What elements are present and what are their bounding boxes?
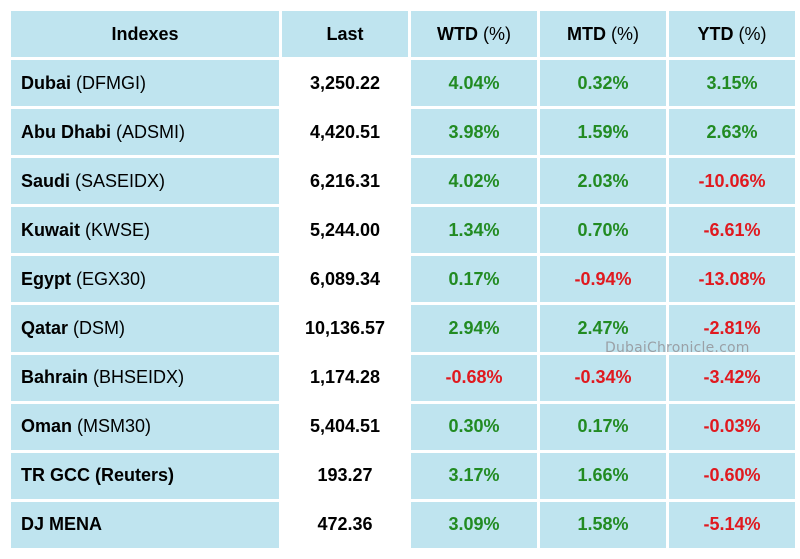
header-ytd: YTD (%): [669, 11, 795, 57]
watermark: DubaiChronicle.com: [605, 340, 750, 356]
ytd-value: -5.14%: [669, 501, 795, 548]
last-value: 10,136.57: [282, 305, 408, 352]
index-name-cell: Egypt (EGX30): [11, 256, 279, 303]
wtd-value: -0.68%: [411, 354, 537, 401]
index-name: TR GCC (Reuters): [21, 465, 175, 486]
mtd-value: -0.34%: [540, 354, 666, 401]
header-wtd-unit: (%): [483, 23, 511, 44]
index-name: Kuwait: [21, 219, 81, 240]
index-name: Oman: [21, 416, 73, 437]
ytd-value: -0.03%: [669, 403, 795, 450]
table-header-row: Indexes Last WTD (%) MTD (%) YTD (%): [11, 11, 795, 57]
index-name-cell: Qatar (DSM): [11, 305, 279, 352]
index-name: Egypt: [21, 268, 72, 289]
table-row: TR GCC (Reuters) 193.27 3.17% 1.66% -0.6…: [11, 452, 795, 499]
index-name-cell: Saudi (SASEIDX): [11, 158, 279, 205]
header-indexes-label: Indexes: [111, 23, 179, 44]
index-code: (KWSE): [85, 219, 151, 240]
index-name: DJ MENA: [21, 514, 103, 535]
last-value: 472.36: [282, 501, 408, 548]
wtd-value: 0.17%: [411, 256, 537, 303]
ytd-value: -3.42%: [669, 354, 795, 401]
mtd-value: 0.17%: [540, 403, 666, 450]
index-name-cell: Abu Dhabi (ADSMI): [11, 109, 279, 156]
index-name: Dubai: [21, 72, 72, 93]
mtd-value: 2.47%: [540, 305, 666, 352]
table-row: Qatar (DSM) 10,136.57 2.94% 2.47% -2.81%: [11, 305, 795, 352]
index-name: Saudi: [21, 170, 71, 191]
index-code: (EGX30): [76, 268, 147, 289]
table-row: Egypt (EGX30) 6,089.34 0.17% -0.94% -13.…: [11, 256, 795, 303]
last-value: 4,420.51: [282, 109, 408, 156]
index-code: (ADSMI): [116, 121, 186, 142]
wtd-value: 3.98%: [411, 109, 537, 156]
index-name-cell: Dubai (DFMGI): [11, 60, 279, 107]
last-value: 6,216.31: [282, 158, 408, 205]
table-row: DJ MENA 472.36 3.09% 1.58% -5.14%: [11, 501, 795, 548]
mtd-value: 2.03%: [540, 158, 666, 205]
index-code: (BHSEIDX): [93, 367, 185, 388]
header-wtd-label: WTD: [437, 23, 478, 44]
market-indexes-table: Indexes Last WTD (%) MTD (%) YTD (%) Dub…: [8, 8, 798, 551]
index-code: (DSM): [73, 318, 126, 339]
wtd-value: 3.09%: [411, 501, 537, 548]
mtd-value: 1.66%: [540, 452, 666, 499]
index-code: (SASEIDX): [75, 170, 166, 191]
header-indexes: Indexes: [11, 11, 279, 57]
header-wtd: WTD (%): [411, 11, 537, 57]
header-mtd-label: MTD: [566, 23, 606, 44]
table-row: Saudi (SASEIDX) 6,216.31 4.02% 2.03% -10…: [11, 158, 795, 205]
index-name-cell: TR GCC (Reuters): [11, 452, 279, 499]
index-name-cell: Oman (MSM30): [11, 403, 279, 450]
mtd-value: 1.58%: [540, 501, 666, 548]
table-row: Oman (MSM30) 5,404.51 0.30% 0.17% -0.03%: [11, 403, 795, 450]
header-ytd-label: YTD: [697, 23, 734, 44]
indexes-table-wrapper: Indexes Last WTD (%) MTD (%) YTD (%) Dub…: [8, 8, 795, 551]
index-name: Qatar: [21, 318, 69, 339]
table-row: Kuwait (KWSE) 5,244.00 1.34% 0.70% -6.61…: [11, 207, 795, 254]
wtd-value: 0.30%: [411, 403, 537, 450]
ytd-value: -2.81%: [669, 305, 795, 352]
ytd-value: 3.15%: [669, 60, 795, 107]
mtd-value: -0.94%: [540, 256, 666, 303]
wtd-value: 3.17%: [411, 452, 537, 499]
index-code: (MSM30): [77, 416, 152, 437]
index-name-cell: DJ MENA: [11, 501, 279, 548]
ytd-value: -10.06%: [669, 158, 795, 205]
last-value: 5,244.00: [282, 207, 408, 254]
last-value: 3,250.22: [282, 60, 408, 107]
header-last: Last: [282, 11, 408, 57]
index-name-cell: Kuwait (KWSE): [11, 207, 279, 254]
index-name-cell: Bahrain (BHSEIDX): [11, 354, 279, 401]
table-row: Abu Dhabi (ADSMI) 4,420.51 3.98% 1.59% 2…: [11, 109, 795, 156]
last-value: 1,174.28: [282, 354, 408, 401]
mtd-value: 0.32%: [540, 60, 666, 107]
wtd-value: 1.34%: [411, 207, 537, 254]
ytd-value: -0.60%: [669, 452, 795, 499]
wtd-value: 2.94%: [411, 305, 537, 352]
last-value: 193.27: [282, 452, 408, 499]
index-name: Abu Dhabi: [21, 121, 111, 142]
mtd-value: 0.70%: [540, 207, 666, 254]
index-code: (DFMGI): [76, 72, 147, 93]
header-ytd-unit: (%): [738, 23, 767, 44]
mtd-value: 1.59%: [540, 109, 666, 156]
ytd-value: -13.08%: [669, 256, 795, 303]
ytd-value: -6.61%: [669, 207, 795, 254]
header-last-label: Last: [326, 23, 364, 44]
header-mtd: MTD (%): [540, 11, 666, 57]
table-row: Dubai (DFMGI) 3,250.22 4.04% 0.32% 3.15%: [11, 60, 795, 107]
ytd-value: 2.63%: [669, 109, 795, 156]
header-mtd-unit: (%): [611, 23, 639, 44]
wtd-value: 4.04%: [411, 60, 537, 107]
last-value: 5,404.51: [282, 403, 408, 450]
table-row: Bahrain (BHSEIDX) 1,174.28 -0.68% -0.34%…: [11, 354, 795, 401]
index-name: Bahrain: [21, 367, 89, 388]
wtd-value: 4.02%: [411, 158, 537, 205]
last-value: 6,089.34: [282, 256, 408, 303]
